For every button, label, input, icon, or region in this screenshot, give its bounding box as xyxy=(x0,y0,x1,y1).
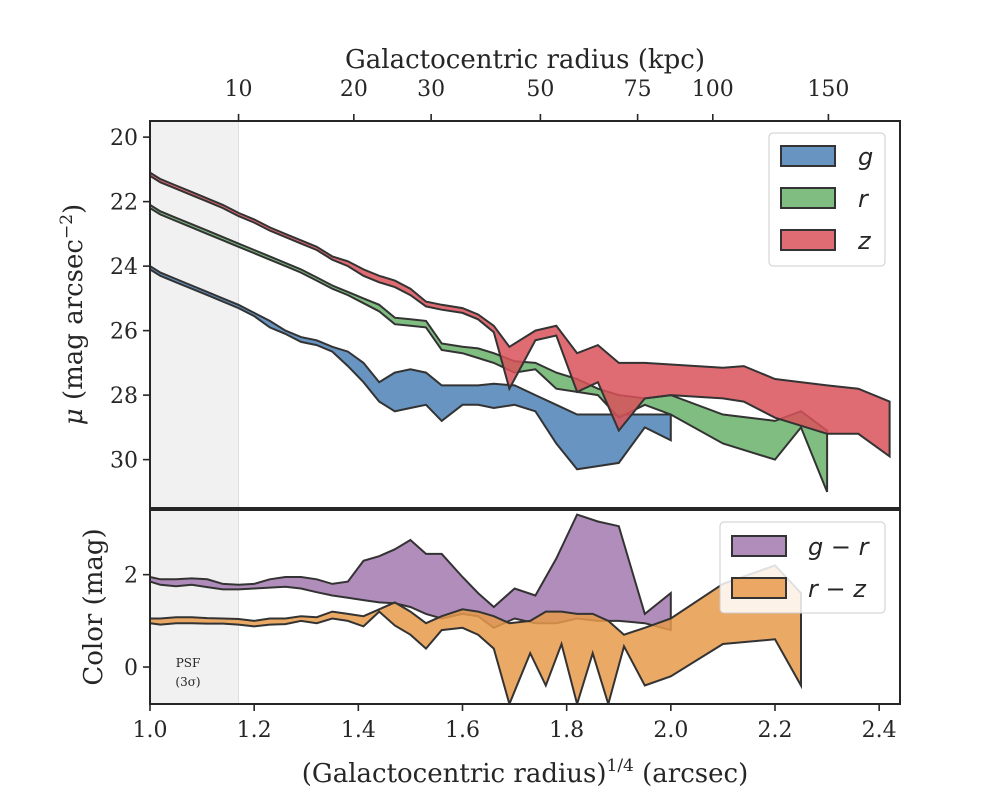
top-y-axis-label: μ (mag arcsec−2) xyxy=(57,204,89,425)
y-tick-label: 30 xyxy=(110,449,138,474)
ylabel-close: ) xyxy=(59,204,89,214)
legend-bottom: g − rr − z xyxy=(719,521,886,614)
legend-swatch-1 xyxy=(731,577,787,599)
legend-label-r: r xyxy=(858,185,870,213)
plot-area xyxy=(150,510,802,704)
legend-swatch-r xyxy=(780,187,836,209)
x-tick-label: 2.0 xyxy=(653,718,688,743)
y-tick-label: 24 xyxy=(110,255,138,280)
legend-label-a: g xyxy=(808,533,823,561)
legend-label-0: g − r xyxy=(808,533,871,561)
legend-label-b: z xyxy=(852,575,867,603)
x-tick-label: 1.6 xyxy=(445,718,480,743)
psf-note-line2: (3σ) xyxy=(175,675,200,689)
legend-swatch-g xyxy=(780,145,836,167)
top-x-tick-label: 150 xyxy=(807,77,849,102)
top-x-tick-label: 30 xyxy=(417,77,445,102)
legend-label-op: − xyxy=(818,575,853,603)
top-x-tick-label: 100 xyxy=(692,77,734,102)
ylabel-main: (mag arcsec xyxy=(59,239,89,408)
y-tick-label: 0 xyxy=(124,656,138,681)
top-axis-label: Galactocentric radius (kpc) xyxy=(345,45,705,75)
legend-label-z: z xyxy=(857,227,872,255)
x-tick-label: 2.4 xyxy=(862,718,897,743)
psf-shade xyxy=(150,121,239,508)
legend-swatch-z xyxy=(780,229,836,251)
band-r xyxy=(150,203,829,493)
legend-label-op: − xyxy=(823,533,858,561)
x-tick-label: 1.4 xyxy=(341,718,376,743)
legend-label-g: g xyxy=(858,143,873,171)
y-tick-label: 22 xyxy=(110,191,138,216)
plot-area xyxy=(150,121,891,508)
x-tick-label: 2.2 xyxy=(758,718,793,743)
xlabel-main: (Galactocentric radius) xyxy=(302,759,607,789)
bottom-x-axis-label: (Galactocentric radius)1/4 (arcsec) xyxy=(302,756,748,789)
top-x-tick-label: 20 xyxy=(340,77,368,102)
ylabel-mu: μ xyxy=(59,408,89,425)
top-x-tick-label: 75 xyxy=(624,77,652,102)
top-panel: 20 22 24 26 28 30 10 20 30 50 75 100 150 Galactocentr… xyxy=(57,45,901,509)
ylabel-sup: −2 xyxy=(57,214,77,239)
x-tick-label: 1.0 xyxy=(133,718,168,743)
top-x-tick-label: 50 xyxy=(526,77,554,102)
xlabel-sup: 1/4 xyxy=(607,756,634,776)
bottom-panel: 0 2 1.0 1.2 1.4 1.6 1.8 2.0 2.2 2.4 PSF (3σ) Color (… xyxy=(79,509,901,789)
y-tick-label: 28 xyxy=(110,384,138,409)
psf-shade xyxy=(150,510,239,704)
x-tick-label: 1.8 xyxy=(549,718,584,743)
top-x-tick-label: 10 xyxy=(225,77,253,102)
legend-swatch-0 xyxy=(731,535,787,557)
legend-label-b: r xyxy=(859,533,871,561)
psf-note-line1: PSF xyxy=(176,656,201,670)
y-tick-label: 2 xyxy=(124,564,138,589)
legend-label-a: r xyxy=(808,575,820,603)
band-z xyxy=(150,171,891,459)
band-g xyxy=(150,264,672,471)
legend-top: grz xyxy=(768,132,886,267)
x-tick-label: 1.2 xyxy=(237,718,272,743)
axes-frame xyxy=(149,509,901,705)
band-rz xyxy=(150,564,802,704)
legend-label-1: r − z xyxy=(808,575,867,603)
bottom-y-axis-label: Color (mag) xyxy=(79,528,109,685)
axes-frame xyxy=(149,120,901,509)
xlabel-tail: (arcsec) xyxy=(634,759,748,789)
y-tick-label: 26 xyxy=(110,320,138,345)
y-tick-label: 20 xyxy=(110,126,138,151)
